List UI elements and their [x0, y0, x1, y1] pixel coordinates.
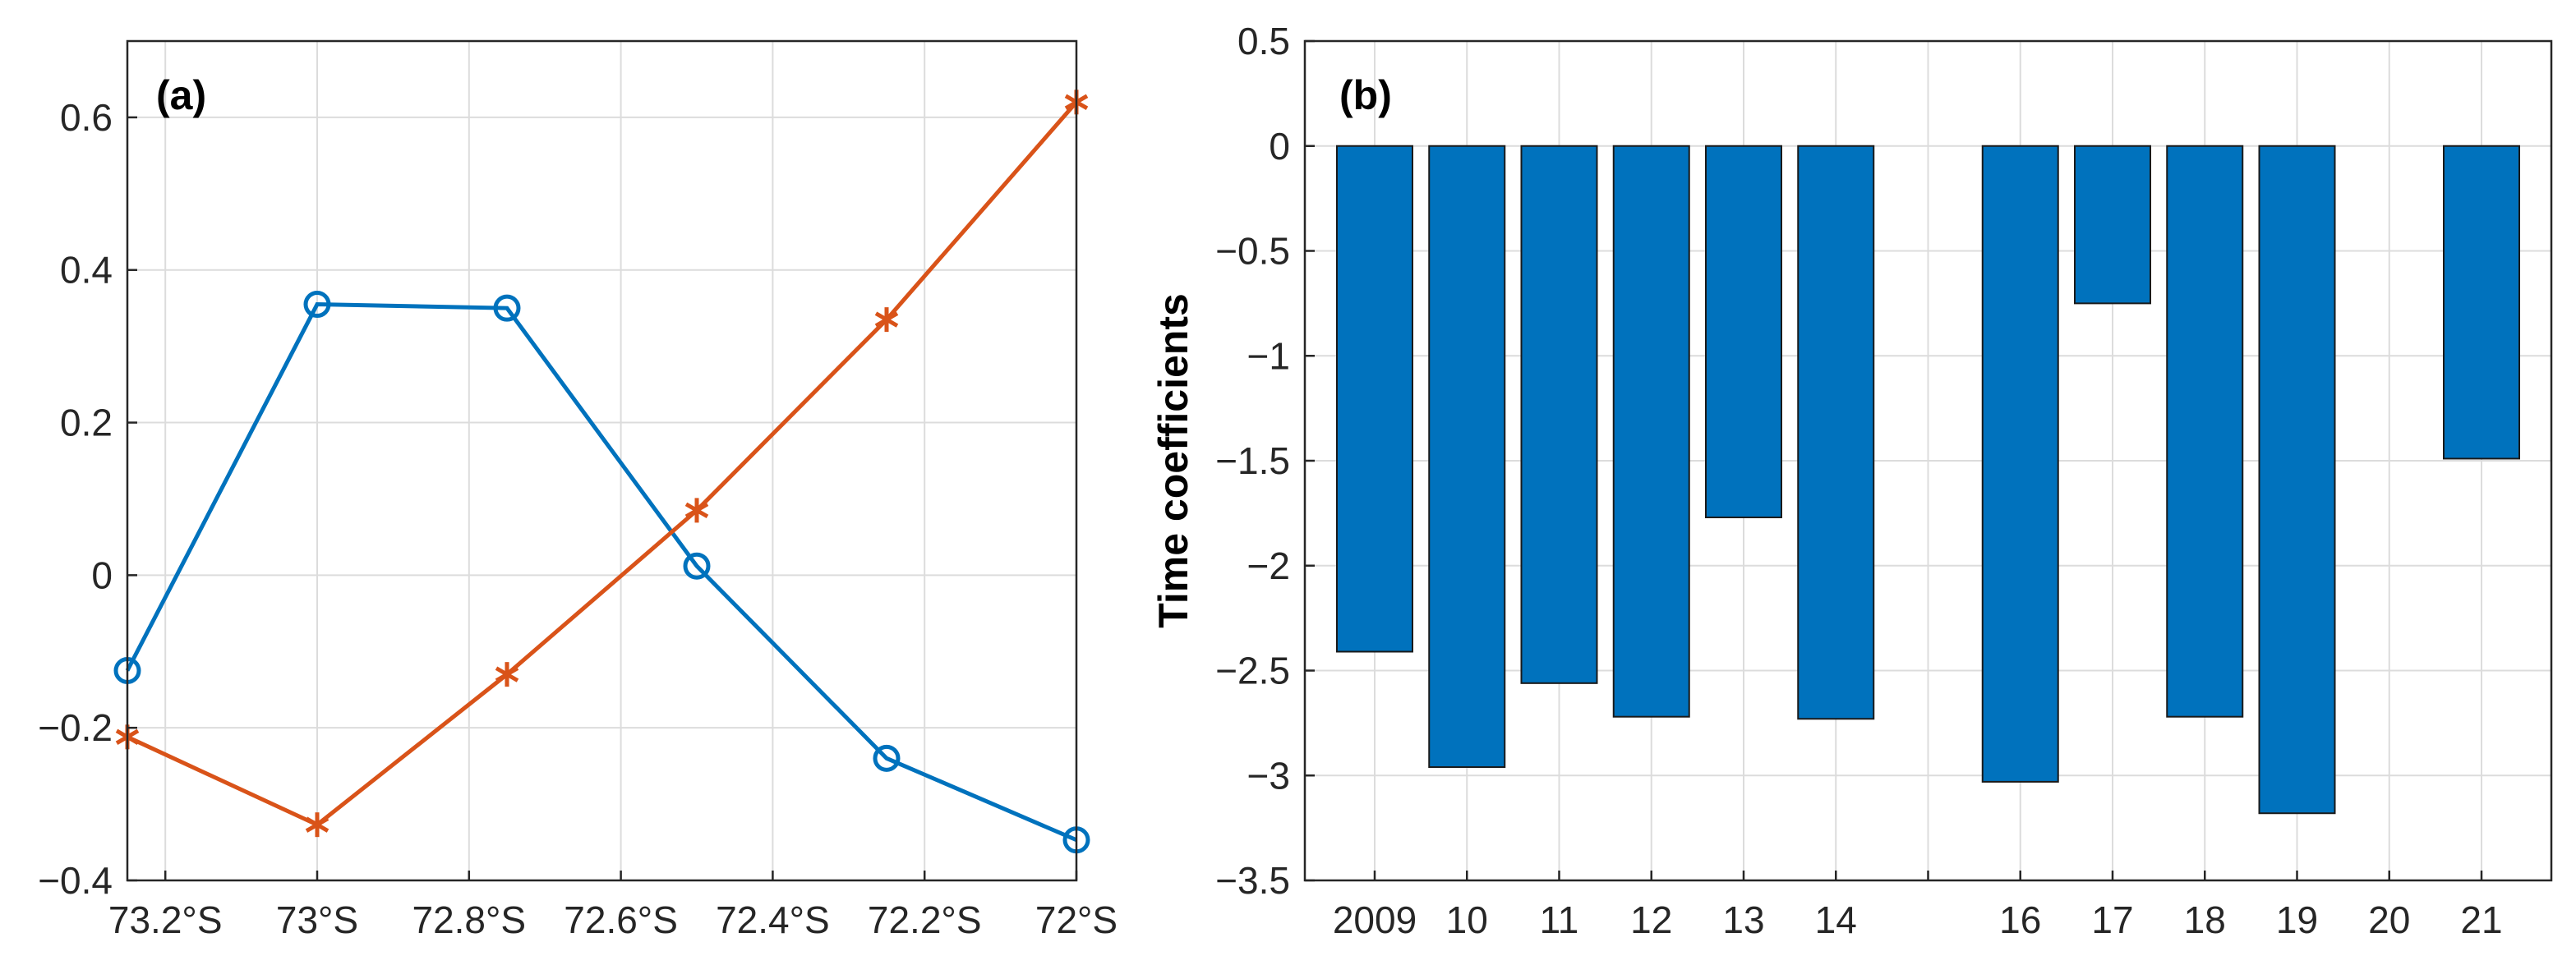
panel-b-y-tick-label: −3 [1247, 754, 1290, 797]
panel-a-line-chart: −0.4 −0.2 0 0.2 0.4 0.6 73.2°S 73°S 72.8°S 72.6°S… [38, 39, 1117, 941]
panel-b-x-tick-label: 11 [1540, 898, 1579, 941]
bar-11 [1520, 145, 1598, 684]
bar-16 [1981, 145, 2059, 783]
series-mode-1-point [683, 552, 711, 580]
panel-a-x-tick-label: 72°S [1035, 898, 1117, 941]
panel-b-y-tick-label: −1 [1247, 334, 1290, 377]
bar-18 [2166, 145, 2244, 718]
series-mode-1 [113, 291, 1090, 854]
panel-a-x-tick-label: 72.6°S [564, 898, 678, 941]
series-mode-2-point [684, 498, 709, 523]
series-mode-1-line [125, 302, 1077, 843]
series-mode-2-line [126, 100, 1078, 828]
panel-b-x-tick-label: 2009 [1333, 898, 1417, 941]
bar-14 [1797, 145, 1875, 720]
series-mode-2-point [874, 307, 899, 333]
series-mode-2-point [305, 812, 329, 838]
panel-b-x-tick-label: 14 [1815, 898, 1857, 941]
series-mode-2 [115, 90, 1089, 838]
bar-17 [2074, 145, 2151, 305]
panel-b-y-tick-label: 0.5 [1237, 20, 1290, 62]
series-mode-1-point [873, 744, 901, 772]
panel-b-x-tick-label: 12 [1630, 898, 1672, 941]
panel-b-y-tick-label: −1.5 [1215, 439, 1290, 482]
panel-a-y-tick-label: −0.4 [38, 859, 113, 902]
panel-a-grid [127, 41, 1077, 881]
panel-a-x-tick-label: 73.2°S [108, 898, 223, 941]
panel-a-series [113, 90, 1090, 854]
bar-21 [2443, 145, 2520, 460]
panel-a-axes-box [126, 39, 1078, 882]
series-mode-2-point [495, 662, 519, 687]
panel-a-y-tick-label: 0.4 [60, 249, 113, 292]
bar-12 [1612, 145, 1690, 718]
panel-a-y-tick-label: −0.2 [38, 706, 113, 749]
bar-10 [1428, 145, 1506, 769]
panel-b-y-tick-label: 0 [1269, 125, 1290, 168]
panel-b-ticks: −3.5 −3 −2.5 −2 −1.5 −1 −0.5 0 0.5 2009 10 11 12 13 14… [1215, 20, 2502, 941]
panel-b-x-tick-label: 17 [2091, 898, 2133, 941]
panel-b-bar-chart: −3.5 −3 −2.5 −2 −1.5 −1 −0.5 0 0.5 2009 10 11 12 13 14… [1150, 20, 2553, 941]
panel-a-x-tick-label: 72.8°S [412, 898, 526, 941]
series-mode-1-point [303, 291, 331, 319]
panel-b-y-tick-label: −2 [1247, 545, 1290, 587]
panel-b-y-tick-label: −0.5 [1215, 230, 1290, 273]
panel-b-x-tick-label: 20 [2368, 898, 2410, 941]
panel-a-ticks: −0.4 −0.2 0 0.2 0.4 0.6 73.2°S 73°S 72.8°S 72.6°S… [38, 96, 1117, 941]
panel-a-label: (a) [156, 72, 206, 118]
panel-b-bars [1336, 145, 2520, 815]
bar-2009 [1336, 145, 1413, 653]
panel-b-x-tick-label: 19 [2276, 898, 2318, 941]
bar-19 [2258, 145, 2336, 815]
bar-13 [1705, 145, 1782, 518]
panel-b-y-axis-label: Time coefficients [1150, 293, 1196, 628]
panel-a-y-tick-label: 0.2 [60, 402, 113, 444]
panel-a-y-tick-label: 0 [91, 554, 113, 596]
series-mode-1-point [493, 294, 521, 322]
panel-b-x-tick-label: 16 [1999, 898, 2041, 941]
panel-a-y-tick-label: 0.6 [60, 96, 113, 139]
panel-a-x-tick-label: 73°S [276, 898, 358, 941]
panel-b-x-tick-label: 18 [2184, 898, 2226, 941]
panel-b-x-tick-label: 13 [1722, 898, 1764, 941]
panel-b-y-tick-label: −2.5 [1215, 650, 1290, 692]
panel-b-x-tick-label: 10 [1446, 898, 1488, 941]
panel-b-label: (b) [1339, 72, 1392, 118]
panel-a-x-tick-label: 72.4°S [716, 898, 830, 941]
panel-b-y-tick-label: −3.5 [1215, 859, 1290, 902]
panel-a-x-tick-label: 72.2°S [868, 898, 982, 941]
panel-b-x-tick-label: 21 [2460, 898, 2502, 941]
